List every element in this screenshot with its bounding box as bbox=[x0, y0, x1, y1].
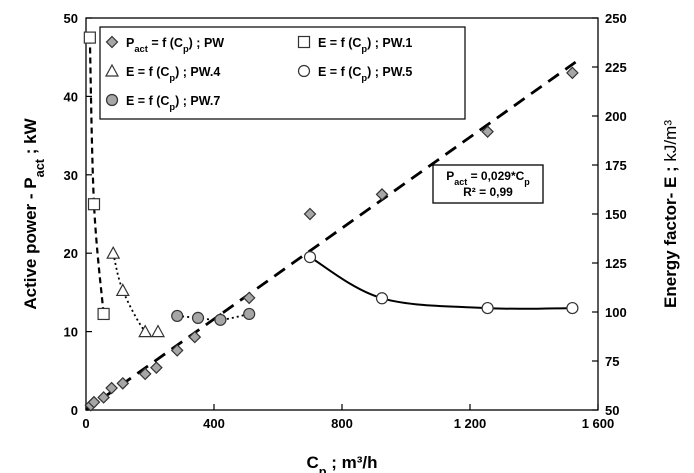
data-point bbox=[97, 307, 110, 321]
y-right-tick-label: 250 bbox=[605, 11, 627, 26]
data-point bbox=[303, 207, 317, 221]
data-point bbox=[138, 367, 152, 381]
data-point bbox=[566, 301, 579, 315]
equation-text: Pact = 0,029*Cp bbox=[446, 169, 530, 187]
y-left-tick-label: 40 bbox=[64, 89, 78, 104]
fit-curve bbox=[309, 256, 573, 310]
data-point bbox=[191, 311, 205, 324]
y-right-axis-label: Energy factor- E ; kJ/m³ bbox=[661, 120, 680, 308]
y-right-tick-label: 100 bbox=[605, 305, 627, 320]
legend-label: E = f (Cp) ; PW.5 bbox=[318, 65, 412, 83]
legend-box bbox=[99, 26, 466, 120]
fit-curve bbox=[112, 252, 159, 336]
legend-label: E = f (Cp) ; PW.7 bbox=[126, 94, 220, 112]
data-point bbox=[138, 324, 153, 338]
fit-curves bbox=[85, 37, 577, 412]
y-left-tick-label: 50 bbox=[64, 11, 78, 26]
x-tick-label: 400 bbox=[203, 416, 225, 431]
y-left-axis-label: Active power - Pact ; kW bbox=[21, 117, 47, 309]
x-tick-label: 1 600 bbox=[582, 416, 615, 431]
y-right-tick-label: 225 bbox=[605, 60, 627, 75]
y-left-tick-label: 30 bbox=[64, 168, 78, 183]
legend-label: E = f (Cp) ; PW.4 bbox=[126, 65, 220, 83]
axes: 0 400 800 1 200 1 600 0 10 20 30 40 50 50 75 100 125 15… bbox=[64, 11, 627, 431]
legend-marker bbox=[297, 64, 311, 78]
data-point bbox=[214, 313, 227, 326]
data-point bbox=[171, 309, 184, 323]
data-point bbox=[116, 376, 130, 390]
y-right-tick-label: 150 bbox=[605, 207, 627, 222]
x-tick-label: 0 bbox=[82, 416, 89, 431]
data-point bbox=[105, 381, 118, 395]
data-point bbox=[150, 361, 163, 375]
legend-label: E = f (Cp) ; PW.1 bbox=[318, 36, 412, 54]
y-left-tick-label: 10 bbox=[64, 325, 78, 340]
data-point bbox=[243, 307, 256, 321]
legend-label: Pact = f (Cp) ; PW bbox=[126, 36, 224, 54]
y-left-tick-label: 20 bbox=[64, 246, 78, 261]
legend-marker bbox=[104, 63, 120, 77]
data-point bbox=[87, 395, 101, 409]
fit-curve bbox=[177, 313, 250, 321]
x-tick-label: 1 200 bbox=[454, 416, 487, 431]
data-point bbox=[566, 66, 579, 80]
y-right-tick-label: 175 bbox=[605, 158, 627, 173]
legend-marker bbox=[297, 35, 311, 49]
y-right-tick-label: 200 bbox=[605, 109, 627, 124]
data-point bbox=[83, 31, 96, 44]
data-point bbox=[481, 301, 494, 315]
x-tick-label: 800 bbox=[331, 416, 353, 431]
data-point bbox=[87, 198, 101, 211]
legend-marker bbox=[105, 93, 119, 107]
data-point bbox=[375, 188, 389, 201]
trendline bbox=[85, 60, 577, 412]
y-right-tick-label: 50 bbox=[605, 403, 619, 418]
r-squared-text: R² = 0,99 bbox=[463, 185, 513, 199]
data-markers bbox=[83, 31, 579, 412]
axis-labels: Cp ; m³/h Active power - Pact ; kW Energy … bbox=[21, 117, 680, 473]
x-axis-label: Cp ; m³/h bbox=[306, 453, 377, 473]
data-point bbox=[150, 324, 166, 338]
data-point bbox=[106, 245, 121, 259]
data-point bbox=[375, 292, 389, 305]
y-left-tick-label: 0 bbox=[71, 403, 78, 418]
data-point bbox=[170, 344, 184, 357]
legend: Pact = f (Cp) ; PW E = f (Cp) ; PW.1 E = f… bbox=[99, 26, 466, 120]
data-point bbox=[242, 291, 256, 305]
data-point bbox=[115, 283, 130, 297]
data-point bbox=[97, 391, 110, 404]
data-point bbox=[303, 251, 317, 264]
y-right-tick-label: 125 bbox=[605, 256, 627, 271]
fit-curve bbox=[88, 37, 105, 315]
y-right-tick-label: 75 bbox=[605, 354, 619, 369]
equation-box bbox=[432, 164, 544, 204]
data-point bbox=[481, 125, 494, 139]
data-point bbox=[188, 330, 202, 344]
legend-marker bbox=[105, 35, 119, 49]
